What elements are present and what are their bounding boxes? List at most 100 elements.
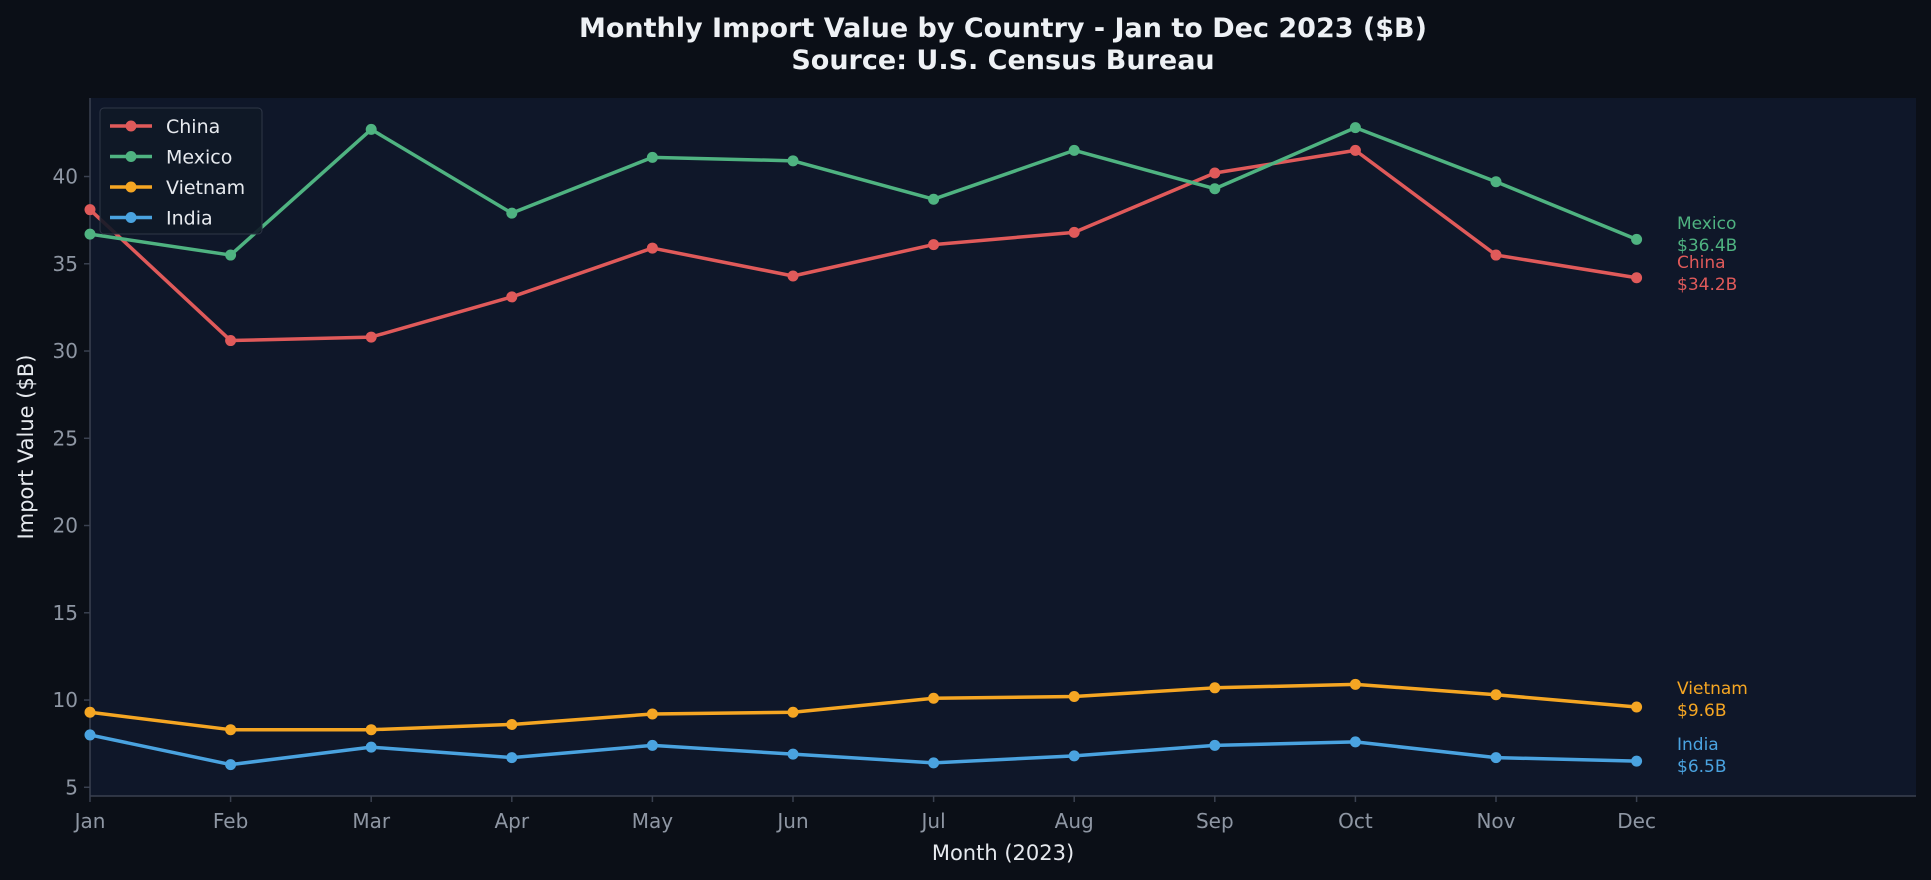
data-point — [646, 739, 658, 751]
data-point — [1349, 678, 1361, 690]
x-tick-label: May — [632, 809, 674, 833]
data-point — [225, 249, 237, 261]
data-point — [365, 724, 377, 736]
data-point — [84, 228, 96, 240]
end-label-value: $36.4B — [1677, 236, 1737, 256]
x-tick-label: Sep — [1196, 809, 1234, 833]
legend: China Mexico Vietnam India — [99, 107, 263, 235]
legend-swatch-marker — [125, 151, 137, 162]
data-point — [225, 759, 237, 771]
y-tick-label: 40 — [53, 165, 78, 189]
x-tick-label: Jan — [73, 809, 106, 833]
y-tick-label: 30 — [53, 339, 78, 363]
data-point — [365, 741, 377, 753]
x-tick-label: Feb — [213, 809, 248, 833]
data-point — [646, 242, 658, 254]
end-label-name: Vietnam — [1677, 679, 1748, 699]
x-tick-label: Jun — [775, 809, 808, 833]
y-tick-label: 25 — [53, 426, 78, 450]
data-point — [84, 706, 96, 718]
series-line — [89, 125, 1638, 257]
series-vietnam — [84, 678, 1643, 736]
data-point — [506, 291, 518, 303]
end-label-name: China — [1677, 253, 1726, 273]
end-label-value: $6.5B — [1677, 757, 1727, 777]
data-point — [1349, 122, 1361, 134]
data-point — [1490, 176, 1502, 188]
legend-label: India — [166, 208, 213, 230]
data-point — [506, 752, 518, 764]
x-axis-label: Month (2023) — [932, 841, 1074, 865]
series-china — [84, 144, 1643, 347]
y-tick-label: 35 — [53, 252, 78, 276]
data-point — [928, 757, 940, 769]
series-line — [89, 733, 1637, 767]
data-point — [1209, 682, 1221, 694]
data-point — [84, 729, 96, 741]
data-point — [928, 692, 940, 704]
data-point — [1068, 144, 1080, 156]
x-tick-label: Apr — [494, 809, 529, 833]
data-point — [787, 155, 799, 167]
data-point — [928, 239, 940, 251]
data-point — [225, 724, 237, 736]
x-tick-label: Aug — [1055, 809, 1094, 833]
y-axis-label: Import Value ($B) — [14, 355, 38, 540]
data-point — [506, 207, 518, 219]
data-point — [365, 331, 377, 343]
series-mexico — [84, 122, 1643, 261]
series-layer — [84, 122, 1643, 771]
y-tick-label: 15 — [53, 601, 78, 625]
data-point — [787, 748, 799, 760]
end-label-name: Mexico — [1677, 214, 1736, 234]
series-india — [84, 729, 1643, 771]
x-tick-label: Dec — [1617, 809, 1656, 833]
legend-label: China — [166, 116, 220, 138]
data-point — [365, 123, 377, 135]
legend-swatch-marker — [125, 120, 137, 132]
legend-label: Mexico — [166, 147, 232, 169]
data-point — [787, 270, 799, 282]
data-point — [1631, 755, 1643, 767]
series-line — [88, 148, 1637, 343]
legend-swatch-marker — [125, 212, 137, 223]
x-tick-label: Mar — [352, 809, 391, 833]
data-point — [646, 151, 658, 163]
data-point — [506, 718, 518, 730]
data-point — [787, 706, 799, 718]
series-line — [89, 682, 1637, 732]
data-point — [1349, 736, 1361, 748]
x-tick-label: Oct — [1338, 809, 1373, 833]
data-point — [1490, 752, 1502, 764]
plot-background — [90, 98, 1916, 796]
data-point — [84, 204, 96, 216]
legend-swatch-marker — [125, 181, 137, 193]
data-point — [1209, 739, 1221, 751]
x-axis-ticks: Jan Feb Mar Apr May Jun Jul Aug Sep Oct Nov Dec — [73, 796, 1656, 833]
end-label-name: India — [1677, 735, 1719, 755]
x-tick-label: Jul — [920, 809, 946, 833]
end-labels: China$34.2B Mexico$36.4B Vietnam$9.6B India… — [1677, 214, 1748, 777]
legend-label: Vietnam — [166, 177, 245, 199]
end-label-value: $34.2B — [1677, 275, 1737, 295]
data-point — [1490, 689, 1502, 701]
data-point — [225, 335, 237, 347]
data-point — [1631, 701, 1643, 713]
data-point — [1349, 144, 1361, 156]
chart-subtitle: Source: U.S. Census Bureau — [791, 45, 1214, 76]
data-point — [1631, 233, 1643, 245]
y-axis-ticks: 5 10 15 20 25 30 35 40 — [53, 165, 90, 799]
y-tick-label: 10 — [53, 688, 78, 712]
data-point — [1490, 249, 1502, 261]
data-point — [646, 708, 658, 720]
y-tick-label: 20 — [53, 514, 78, 538]
data-point — [928, 193, 940, 205]
data-point — [1068, 691, 1080, 703]
data-point — [1209, 183, 1221, 195]
x-tick-label: Nov — [1476, 809, 1515, 833]
data-point — [1209, 167, 1221, 179]
y-tick-label: 5 — [65, 775, 78, 799]
chart-title: Monthly Import Value by Country - Jan to… — [579, 13, 1427, 44]
data-point — [1068, 226, 1080, 238]
